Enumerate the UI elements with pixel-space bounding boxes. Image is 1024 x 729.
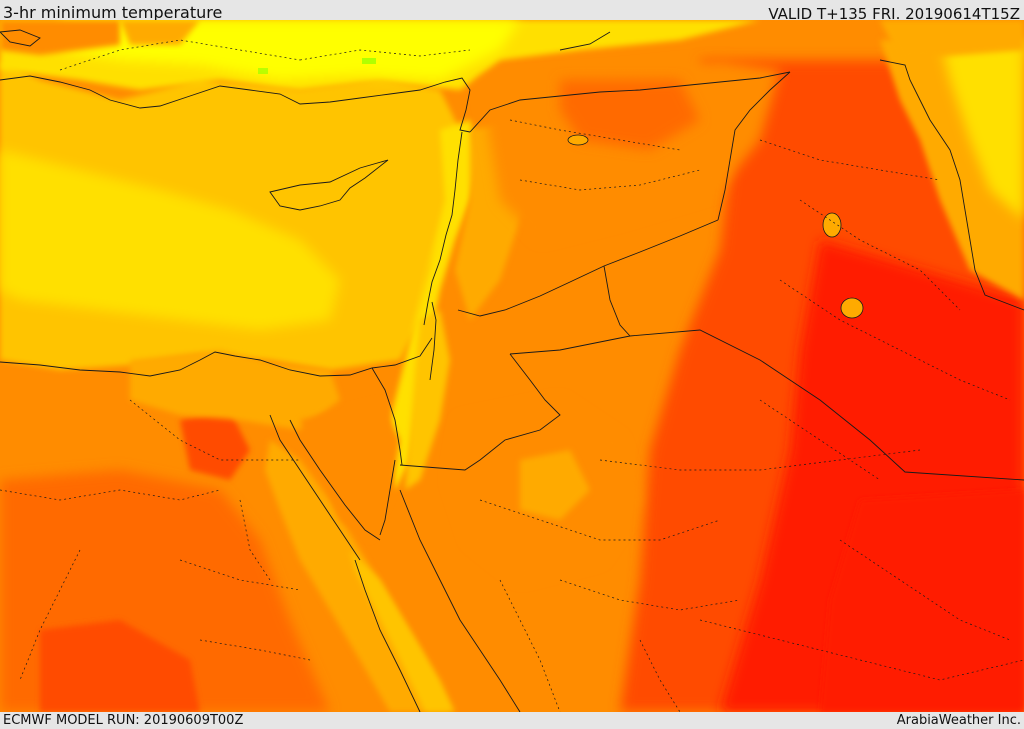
province-boundaries (0, 39, 1024, 712)
model-run-label: ECMWF MODEL RUN: 20190609T00Z (3, 713, 244, 728)
map-canvas (0, 20, 1024, 712)
temperature-map[interactable] (0, 20, 1024, 712)
map-title: 3-hr minimum temperature (3, 3, 223, 22)
saudi-light-patch (520, 450, 590, 520)
sinai-patch (300, 400, 400, 540)
valid-time: VALID T+135 FRI. 20190614T15Z (768, 5, 1020, 23)
header-bar: 3-hr minimum temperature VALID T+135 FRI… (0, 0, 1024, 23)
med-yellow-core (0, 150, 340, 330)
deep-red-se (820, 490, 1024, 712)
syria-red-center (560, 80, 700, 150)
jordan-valley (405, 310, 450, 490)
iran-yellow (940, 40, 1024, 220)
lake-razazah (840, 297, 864, 319)
green-patch-1 (362, 58, 376, 64)
red-sea-inner (350, 550, 455, 712)
credit-label: ArabiaWeather Inc. (896, 713, 1021, 728)
country-borders (371, 59, 1024, 481)
red-west-pockets (40, 620, 200, 712)
red-sinai-pocket (180, 410, 250, 480)
coastlines (0, 29, 611, 712)
lake-assad (567, 134, 589, 146)
cyprus-island (269, 159, 389, 211)
turkey-upper-orange (120, 20, 200, 45)
iran-orange-edge (880, 20, 1024, 60)
syria-orange (480, 60, 780, 240)
lake-tharthar (822, 212, 842, 238)
footer-bar: ECMWF MODEL RUN: 20190609T00Z ArabiaWeat… (0, 712, 1024, 729)
nile-delta (130, 350, 340, 430)
green-patch-2 (258, 68, 268, 74)
